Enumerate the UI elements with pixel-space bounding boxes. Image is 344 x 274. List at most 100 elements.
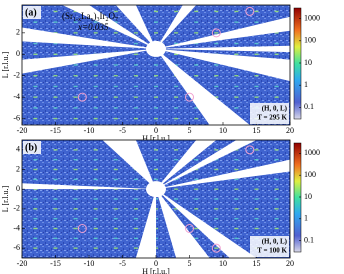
peak bbox=[214, 227, 219, 230]
peak bbox=[93, 75, 98, 77]
peak bbox=[133, 227, 138, 230]
y-tick-label: -4 bbox=[13, 92, 20, 101]
highlight-circle bbox=[185, 92, 194, 102]
peak bbox=[73, 149, 78, 151]
peak bbox=[113, 178, 118, 181]
peak bbox=[214, 96, 219, 98]
peak bbox=[133, 247, 138, 249]
peak bbox=[154, 75, 158, 77]
peak bbox=[133, 117, 138, 120]
peak bbox=[113, 247, 118, 249]
peak bbox=[33, 217, 38, 220]
peak bbox=[73, 247, 78, 249]
detector-gap bbox=[156, 45, 290, 53]
peak bbox=[113, 168, 118, 171]
peak bbox=[274, 85, 279, 88]
peak bbox=[274, 188, 279, 190]
peak bbox=[234, 21, 239, 23]
x-tick-label: 5 bbox=[188, 126, 192, 135]
peak bbox=[214, 32, 219, 34]
highlight-circle bbox=[211, 28, 221, 38]
peak bbox=[194, 208, 199, 210]
detector-gap bbox=[156, 48, 290, 82]
peak bbox=[234, 85, 239, 88]
peak bbox=[33, 85, 38, 88]
peak bbox=[53, 237, 58, 240]
peak bbox=[274, 227, 279, 230]
peak bbox=[113, 237, 118, 240]
peak bbox=[73, 217, 78, 220]
detector-gap bbox=[156, 140, 257, 190]
x-tick-label: 20 bbox=[286, 259, 294, 268]
colorbar-tick-label: 10 bbox=[304, 192, 312, 201]
doping: x=0.035 bbox=[77, 22, 109, 32]
peak bbox=[174, 10, 179, 13]
peak bbox=[214, 208, 219, 210]
peak bbox=[234, 158, 239, 161]
peak bbox=[154, 149, 158, 151]
peak bbox=[113, 85, 118, 88]
colorbar-tick-label: 1 bbox=[304, 80, 308, 89]
peak bbox=[234, 53, 239, 55]
peak bbox=[234, 10, 239, 13]
peak bbox=[133, 107, 138, 109]
x-tick-label: 20 bbox=[286, 126, 294, 135]
peak bbox=[194, 32, 199, 34]
peak bbox=[113, 227, 118, 230]
peak bbox=[93, 96, 98, 98]
peak bbox=[33, 96, 38, 98]
peak bbox=[93, 158, 98, 161]
peak bbox=[254, 198, 259, 200]
peak bbox=[93, 107, 98, 109]
peak bbox=[194, 188, 199, 190]
formula-part: 1-x bbox=[73, 17, 81, 23]
peak bbox=[154, 158, 158, 161]
y-tick-label: -2 bbox=[13, 71, 20, 80]
y-tick-label: 2 bbox=[16, 28, 20, 37]
peak bbox=[214, 247, 219, 249]
detector-gap bbox=[135, 189, 156, 258]
peak bbox=[33, 53, 38, 55]
x-tick-label: 0 bbox=[154, 126, 158, 135]
peak bbox=[254, 96, 259, 98]
peak bbox=[113, 217, 118, 220]
peak bbox=[53, 107, 58, 109]
peak bbox=[214, 217, 219, 220]
y-tick-label: -6 bbox=[13, 113, 20, 122]
y-axis-label: L [r.l.u.] bbox=[1, 185, 10, 212]
detector-gap bbox=[102, 140, 156, 190]
peak bbox=[73, 75, 78, 77]
highlight-circle bbox=[245, 6, 255, 16]
peak bbox=[274, 149, 279, 151]
peak bbox=[174, 158, 179, 161]
peak bbox=[254, 53, 259, 55]
x-tick-label: -15 bbox=[50, 259, 61, 268]
peak bbox=[53, 75, 58, 77]
peak bbox=[73, 85, 78, 88]
formula-part: O bbox=[109, 11, 116, 21]
x-axis-label: H [r.l.u.] bbox=[142, 134, 170, 143]
peak bbox=[254, 85, 259, 88]
colorbar bbox=[293, 142, 302, 253]
y-tick-label: 2 bbox=[16, 164, 20, 173]
peak bbox=[214, 85, 219, 88]
peak bbox=[53, 10, 58, 13]
peak bbox=[174, 53, 179, 55]
peak bbox=[53, 158, 58, 161]
colorbar-tick-label: 100 bbox=[304, 170, 316, 179]
highlight-circle bbox=[185, 224, 194, 233]
peak bbox=[214, 75, 219, 77]
peak bbox=[53, 53, 58, 55]
peak bbox=[93, 64, 98, 66]
colorbar bbox=[293, 7, 302, 120]
peak bbox=[133, 64, 138, 66]
peak bbox=[73, 64, 78, 66]
detector-gap bbox=[62, 5, 157, 49]
peak bbox=[33, 227, 38, 230]
peak bbox=[53, 96, 58, 98]
peak bbox=[53, 227, 58, 230]
annotation-bg bbox=[250, 236, 289, 257]
peak bbox=[274, 42, 279, 45]
peak bbox=[33, 168, 38, 171]
